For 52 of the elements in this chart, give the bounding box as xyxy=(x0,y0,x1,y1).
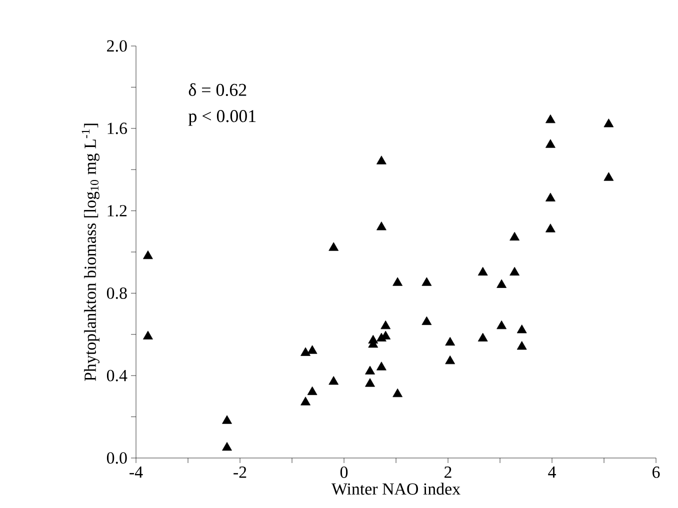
x-tick-label: 4 xyxy=(548,466,556,478)
point xyxy=(376,156,386,164)
point xyxy=(143,330,153,340)
point xyxy=(516,341,527,350)
point xyxy=(545,114,556,124)
x-tick-label: 2 xyxy=(444,466,452,478)
point xyxy=(365,366,375,374)
point xyxy=(376,362,386,370)
x-tick-label: -4 xyxy=(130,466,143,478)
annotation: p < 0.001 xyxy=(188,110,256,126)
point xyxy=(328,376,339,385)
point xyxy=(300,347,310,356)
point xyxy=(422,277,432,286)
y-tick-label: 1.6 xyxy=(108,122,127,134)
y-tick-label: 0.4 xyxy=(106,370,128,382)
point xyxy=(392,277,403,286)
y-tick-label: 0.8 xyxy=(106,287,127,299)
point xyxy=(478,266,488,276)
point xyxy=(222,415,232,424)
point xyxy=(307,386,318,396)
point xyxy=(143,250,153,260)
point xyxy=(516,324,527,334)
point xyxy=(545,192,556,202)
point xyxy=(445,336,456,346)
point xyxy=(604,172,614,181)
point xyxy=(300,396,310,406)
point xyxy=(307,345,318,354)
point xyxy=(496,320,507,330)
x-tick-label: 0 xyxy=(340,466,348,478)
point xyxy=(496,279,507,288)
point xyxy=(365,378,375,387)
point xyxy=(376,222,386,230)
y-tick-label: 0.0 xyxy=(106,452,127,464)
x-tick-label: 6 xyxy=(652,466,660,478)
y-axis-title: Phytoplankton biomass [log$_{10}$ mg L$^{-1}$] xyxy=(82,124,100,381)
point xyxy=(422,316,432,325)
point xyxy=(380,320,391,330)
point xyxy=(604,118,614,128)
annotation: δ = 0.62 xyxy=(188,83,246,96)
point xyxy=(510,232,520,241)
point xyxy=(222,442,232,451)
x-tick-label: -2 xyxy=(234,466,246,478)
point xyxy=(328,242,339,251)
point xyxy=(478,332,488,342)
point xyxy=(510,266,520,276)
point xyxy=(545,224,556,232)
x-axis-title: Winter NAO index xyxy=(331,482,460,495)
point xyxy=(392,388,403,398)
point xyxy=(445,355,456,364)
y-tick-label: 2.0 xyxy=(107,40,127,52)
point xyxy=(545,139,556,148)
y-tick-label: 1.2 xyxy=(108,205,127,217)
